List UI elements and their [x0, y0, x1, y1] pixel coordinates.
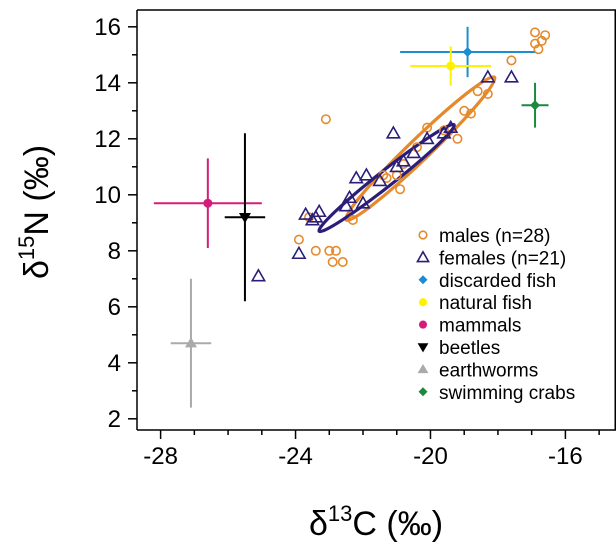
point-0-5 [506, 55, 517, 66]
point-1-2 [443, 119, 459, 134]
point-1-18 [298, 206, 314, 220]
legend-label-7: swimming crabs [439, 383, 575, 404]
point-2-0 [462, 47, 473, 57]
legend-marker-6 [417, 364, 429, 374]
legend-label-0: males (n=28) [439, 226, 550, 247]
ellipse-0 [344, 75, 497, 223]
x-tick-label: -24 [278, 443, 313, 470]
point-1-14 [338, 198, 354, 212]
point-1-11 [348, 170, 364, 184]
point-0-17 [347, 215, 358, 226]
point-1-0 [503, 69, 520, 83]
point-0-19 [310, 245, 321, 256]
legend-marker-1 [416, 250, 430, 263]
point-1-13 [355, 195, 371, 209]
y-tick-label: 2 [108, 406, 121, 433]
legend-marker-3 [418, 298, 428, 307]
point-7-0 [530, 100, 541, 111]
legend-marker-5 [417, 343, 429, 353]
point-1-5 [406, 144, 422, 159]
legend-marker-7 [418, 387, 428, 397]
point-0-4 [530, 38, 541, 49]
y-tick-label: 16 [94, 14, 121, 41]
point-1-16 [308, 209, 324, 223]
point-1-12 [341, 189, 358, 204]
x-axis-title: δ13C (‰) [309, 501, 443, 543]
point-5-0 [238, 213, 251, 224]
point-1-3 [436, 125, 452, 139]
legend-label-2: discarded fish [439, 271, 556, 292]
point-0-24 [331, 245, 342, 256]
point-6-0 [184, 337, 197, 348]
x-tick-label: -20 [413, 443, 448, 470]
y-tick-label: 10 [94, 182, 121, 209]
points-layer [184, 27, 551, 348]
x-tick-label: -28 [143, 443, 178, 470]
point-1-8 [385, 125, 401, 139]
point-0-23 [327, 256, 338, 267]
legend-label-1: females (n=21) [439, 248, 566, 269]
point-0-27 [395, 184, 406, 195]
point-1-7 [389, 158, 405, 173]
point-1-10 [358, 167, 374, 181]
legend-label-3: natural fish [439, 293, 532, 314]
point-3-0 [446, 61, 456, 71]
point-0-18 [320, 114, 331, 125]
y-axis-title: δ15N (‰) [14, 145, 56, 279]
point-4-0 [203, 198, 213, 208]
point-1-9 [372, 172, 388, 187]
point-0-20 [293, 234, 304, 245]
point-0-0 [530, 27, 541, 38]
point-1-4 [419, 130, 435, 145]
point-0-6 [482, 89, 493, 100]
y-tick-label: 4 [108, 350, 121, 377]
point-1-19 [291, 245, 307, 260]
point-0-9 [459, 105, 470, 116]
point-1-1 [480, 69, 496, 83]
point-0-25 [337, 256, 348, 267]
legend-marker-0 [418, 230, 428, 240]
point-0-10 [452, 133, 463, 144]
legend-label-4: mammals [439, 316, 521, 337]
legend-marker-2 [418, 275, 428, 285]
point-0-22 [324, 245, 335, 256]
y-tick-label: 6 [108, 294, 121, 321]
point-0-7 [472, 86, 483, 97]
legend: males (n=28)females (n=21)discarded fish… [416, 226, 575, 404]
y-tick-label: 14 [94, 70, 121, 97]
point-1-6 [395, 153, 412, 167]
axes-layer: -28 -24 -20 -16 2 4 6 8 10 12 14 16 [94, 9, 616, 470]
legend-label-5: beetles [439, 338, 500, 359]
y-tick-label: 12 [94, 126, 121, 153]
y-tick-label: 8 [108, 238, 121, 265]
x-tick-label: -16 [548, 443, 583, 470]
legend-label-6: earthworms [439, 360, 538, 381]
point-1-20 [250, 268, 267, 282]
legend-marker-4 [418, 320, 428, 329]
